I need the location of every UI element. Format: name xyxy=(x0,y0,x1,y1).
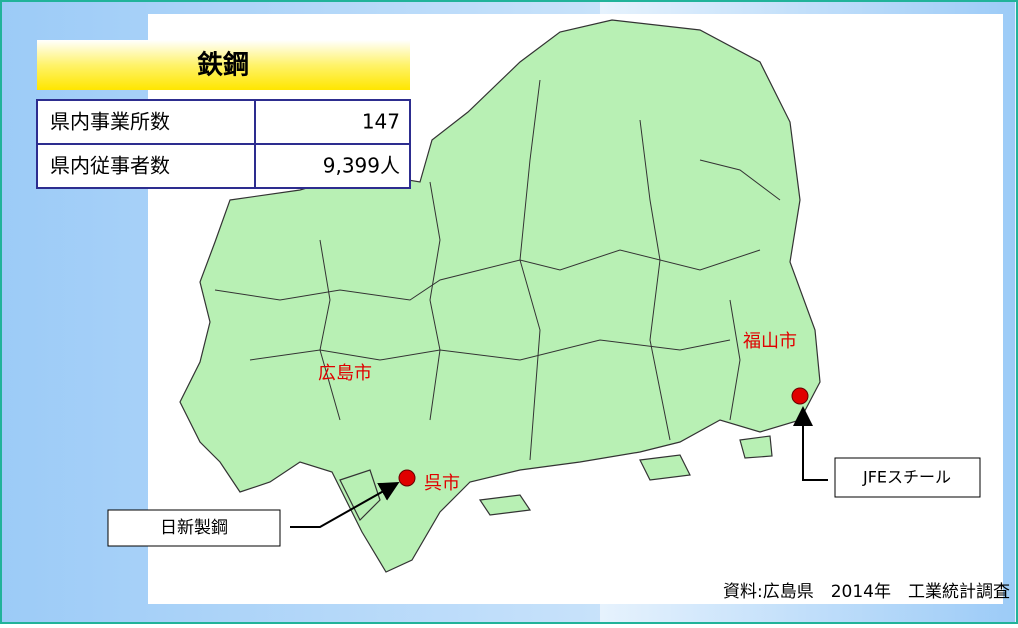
boundary xyxy=(699,159,781,201)
row-value: 9,399人 xyxy=(323,154,400,178)
stats-table xyxy=(36,99,411,189)
plant-marker xyxy=(398,469,416,487)
boundary xyxy=(519,79,541,461)
company-box xyxy=(107,509,281,547)
prefecture-shape xyxy=(179,19,821,573)
boundary xyxy=(249,339,731,361)
cell xyxy=(254,143,411,189)
boundary xyxy=(319,239,341,421)
row-label: 県内従事者数 xyxy=(50,154,170,178)
city-label: 広島市 xyxy=(318,363,372,384)
cell xyxy=(254,99,411,145)
boundary xyxy=(429,181,441,421)
arrow xyxy=(290,482,400,528)
boundary xyxy=(639,119,671,441)
source: 資料:広島県 2014年 工業統計調査 xyxy=(723,582,1010,602)
plant-marker xyxy=(791,387,809,405)
island xyxy=(478,494,532,516)
island xyxy=(739,435,773,459)
boundary xyxy=(729,299,741,421)
table-header xyxy=(37,40,410,90)
cell xyxy=(36,99,256,145)
cell xyxy=(36,143,256,189)
boundaries xyxy=(214,79,781,461)
city-label: 呉市 xyxy=(424,473,460,494)
company-label: JFEスチール xyxy=(862,468,951,487)
city-label: 福山市 xyxy=(743,331,797,352)
row-label: 県内事業所数 xyxy=(50,110,170,134)
arrow xyxy=(793,406,828,481)
row-value: 147 xyxy=(362,110,400,134)
company-label: 日新製鋼 xyxy=(160,518,228,538)
prefecture-map xyxy=(179,19,821,573)
company-box xyxy=(834,457,981,498)
title: 鉄鋼 xyxy=(197,50,249,81)
island xyxy=(639,454,691,481)
